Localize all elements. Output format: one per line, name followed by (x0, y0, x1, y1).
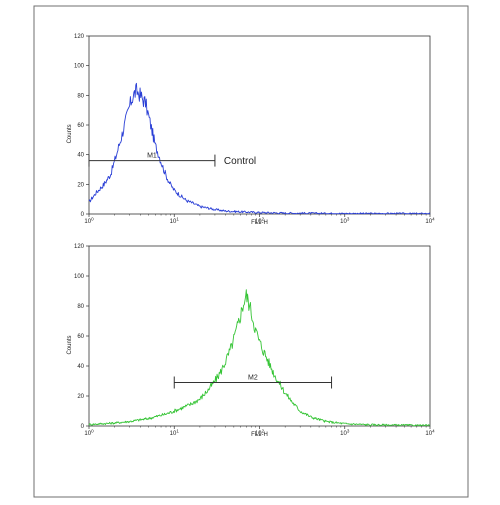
gate-label: M2 (248, 375, 258, 382)
x-tick-base: 10 (340, 219, 347, 225)
y-tick-label: 20 (77, 182, 84, 188)
x-tick-base: 10 (170, 219, 177, 225)
y-tick-label: 80 (77, 93, 84, 99)
x-tick-label: 103 (340, 429, 350, 438)
x-tick-label: 102 (255, 217, 265, 226)
y-tick-label: 100 (74, 64, 85, 70)
x-tick-exponent: 2 (262, 429, 265, 434)
figure-border (33, 5, 469, 498)
annotation-label: Control (224, 156, 256, 167)
x-tick-base: 10 (84, 219, 91, 225)
y-tick-label: 80 (77, 304, 84, 310)
y-tick-label: 100 (74, 274, 85, 280)
x-tick-label: 101 (170, 429, 180, 438)
x-tick-base: 10 (425, 431, 432, 437)
x-tick-exponent: 0 (91, 217, 94, 222)
x-tick-base: 10 (170, 431, 177, 437)
x-tick-label: 104 (425, 429, 435, 438)
histogram-series-line (88, 82, 431, 215)
y-tick-label: 40 (77, 153, 84, 159)
x-tick-exponent: 3 (347, 217, 350, 222)
x-tick-base: 10 (84, 431, 91, 437)
y-tick-label: 0 (81, 212, 85, 218)
y-tick-label: 120 (74, 34, 85, 40)
y-axis-label: Counts (67, 335, 73, 354)
x-tick-base: 10 (255, 431, 262, 437)
x-tick-exponent: 1 (176, 429, 179, 434)
y-tick-label: 20 (77, 394, 84, 400)
x-tick-exponent: 0 (91, 429, 94, 434)
histogram-series-line (88, 289, 431, 427)
x-tick-label: 103 (340, 217, 350, 226)
x-tick-exponent: 4 (432, 429, 435, 434)
x-tick-exponent: 3 (347, 429, 350, 434)
y-tick-label: 0 (81, 424, 85, 430)
x-axis-label: FL1-H (251, 432, 268, 438)
y-tick-label: 120 (74, 244, 85, 250)
x-tick-label: 100 (84, 429, 94, 438)
x-tick-base: 10 (340, 431, 347, 437)
x-tick-label: 100 (84, 217, 94, 226)
gate-label: M1 (147, 153, 157, 160)
y-axis-label: Counts (67, 124, 73, 143)
x-tick-exponent: 2 (262, 217, 265, 222)
y-tick-label: 40 (77, 364, 84, 370)
x-tick-base: 10 (425, 219, 432, 225)
x-tick-label: 101 (170, 217, 180, 226)
x-tick-label: 102 (255, 429, 265, 438)
x-axis-label: FL1-H (251, 220, 268, 226)
x-tick-exponent: 4 (432, 217, 435, 222)
y-tick-label: 60 (77, 123, 84, 129)
x-tick-label: 104 (425, 217, 435, 226)
x-tick-exponent: 1 (176, 217, 179, 222)
y-tick-label: 60 (77, 334, 84, 340)
x-tick-base: 10 (255, 219, 262, 225)
